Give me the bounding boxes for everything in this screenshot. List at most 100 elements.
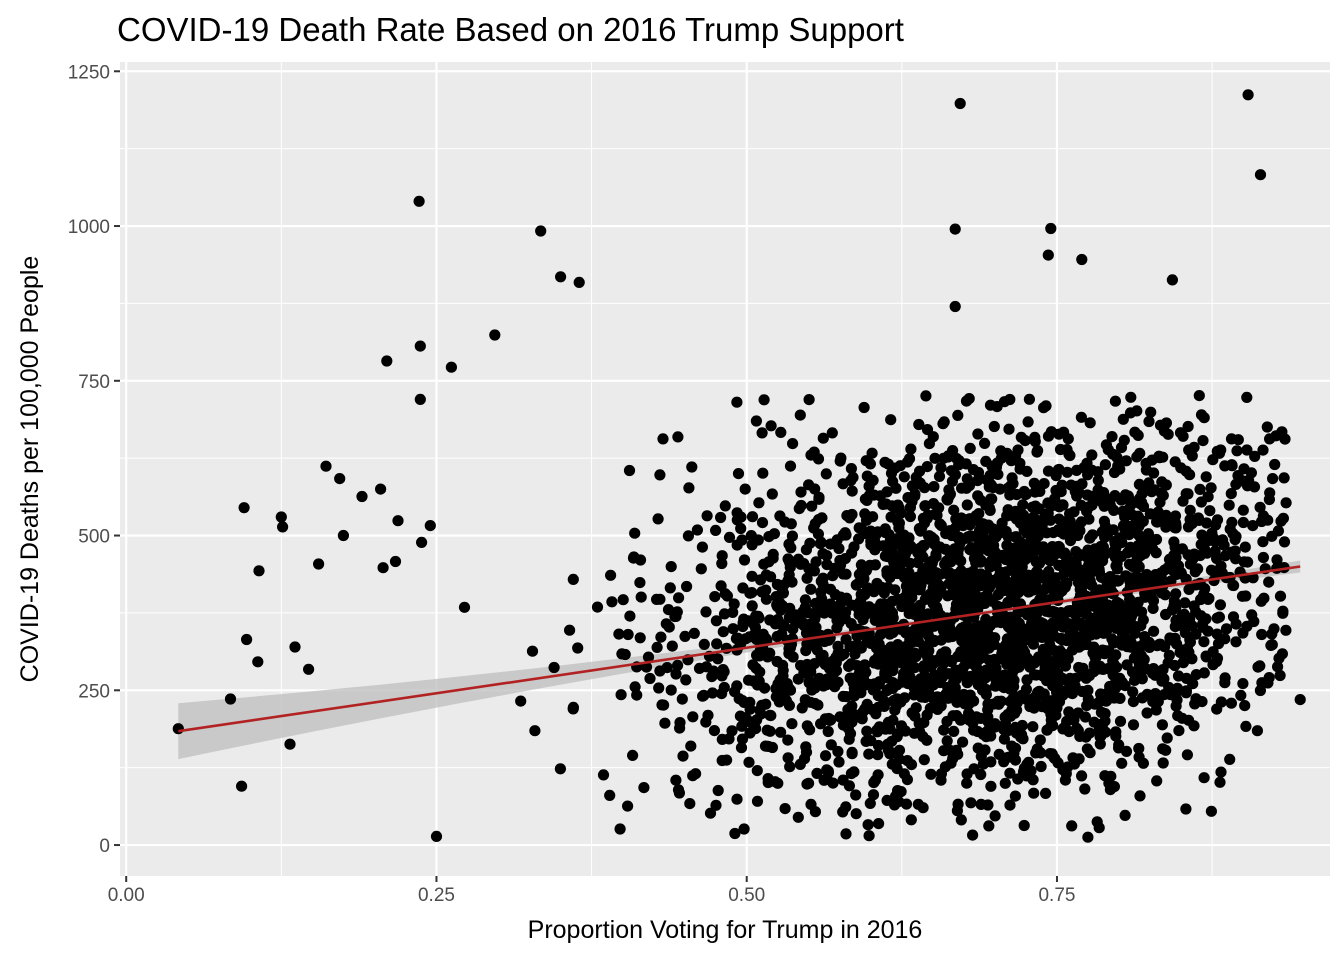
data-point	[1112, 460, 1124, 472]
data-point	[1081, 489, 1093, 501]
data-point	[979, 437, 991, 449]
data-point	[1029, 431, 1041, 443]
data-point	[847, 707, 859, 720]
data-point	[846, 485, 858, 497]
data-point	[759, 682, 771, 694]
data-point	[991, 401, 1003, 413]
data-point	[967, 829, 979, 841]
data-point	[795, 486, 807, 498]
data-point	[1072, 529, 1084, 542]
data-point	[1163, 649, 1175, 662]
data-point	[985, 479, 997, 491]
data-point	[944, 554, 957, 566]
data-point	[795, 499, 807, 512]
data-point	[1237, 504, 1249, 516]
data-point	[1133, 561, 1145, 573]
data-point	[1166, 274, 1178, 286]
data-point	[940, 528, 952, 540]
data-point	[948, 725, 960, 738]
data-point	[952, 650, 964, 663]
data-point	[1059, 774, 1071, 786]
data-point	[744, 587, 757, 599]
data-point	[1083, 501, 1095, 513]
data-point	[923, 438, 936, 450]
data-point	[1248, 481, 1261, 493]
data-point	[864, 458, 877, 470]
data-point	[834, 455, 846, 467]
data-point	[961, 569, 973, 581]
data-point	[954, 97, 966, 110]
data-point	[172, 723, 184, 735]
data-point	[905, 759, 918, 771]
data-point	[1044, 748, 1056, 760]
data-point	[945, 572, 957, 584]
data-point	[1004, 799, 1016, 811]
data-point	[1264, 487, 1276, 499]
data-point	[1161, 732, 1173, 744]
data-point	[746, 600, 758, 612]
data-point	[634, 554, 647, 566]
data-point	[1257, 536, 1269, 548]
data-point	[1154, 638, 1166, 650]
data-point	[672, 659, 684, 672]
data-point	[971, 531, 983, 543]
data-point	[1202, 593, 1214, 606]
data-point	[1059, 721, 1071, 733]
x-tick-label: 0.50	[728, 885, 765, 906]
data-point	[961, 777, 973, 789]
data-point	[1160, 417, 1172, 429]
data-point	[1180, 687, 1192, 699]
data-point	[1114, 715, 1127, 727]
data-point	[832, 647, 844, 659]
data-point	[1018, 762, 1030, 774]
data-point	[1215, 696, 1227, 708]
data-point	[1045, 720, 1057, 732]
data-point	[938, 745, 950, 757]
data-point	[1201, 517, 1213, 529]
data-point	[805, 449, 817, 461]
data-point	[619, 648, 631, 661]
data-point	[966, 542, 978, 554]
data-point	[1272, 525, 1284, 537]
data-point	[681, 580, 693, 593]
data-point	[957, 585, 970, 597]
data-point	[918, 660, 930, 672]
data-point	[1004, 489, 1016, 501]
data-point	[867, 789, 880, 801]
data-point	[989, 718, 1001, 730]
data-point	[941, 715, 953, 728]
data-point	[1023, 393, 1035, 405]
data-point	[1181, 749, 1193, 761]
data-point	[1084, 747, 1096, 759]
data-point	[1251, 725, 1263, 737]
data-point	[1271, 554, 1283, 566]
data-point	[1180, 803, 1192, 815]
data-point	[666, 640, 678, 652]
data-point	[1113, 575, 1125, 587]
data-point	[392, 515, 404, 527]
data-point	[1092, 601, 1104, 613]
data-point	[920, 390, 932, 402]
data-point	[1062, 761, 1074, 773]
data-point	[1057, 689, 1069, 701]
data-point	[1027, 774, 1039, 786]
data-point	[772, 777, 784, 789]
data-point	[815, 718, 827, 730]
data-point	[1066, 820, 1078, 832]
data-point	[922, 626, 934, 638]
data-point	[1240, 590, 1252, 602]
data-point	[888, 799, 901, 811]
data-point	[1111, 596, 1123, 609]
data-point	[973, 472, 986, 484]
data-point	[803, 394, 815, 406]
data-point	[1150, 547, 1162, 559]
data-point	[690, 768, 702, 780]
data-point	[908, 689, 920, 701]
data-point	[875, 652, 887, 664]
data-point	[760, 593, 773, 605]
data-point	[750, 723, 762, 735]
data-point	[642, 651, 655, 663]
data-point	[872, 769, 884, 781]
data-point	[710, 799, 722, 811]
data-point	[980, 613, 992, 626]
